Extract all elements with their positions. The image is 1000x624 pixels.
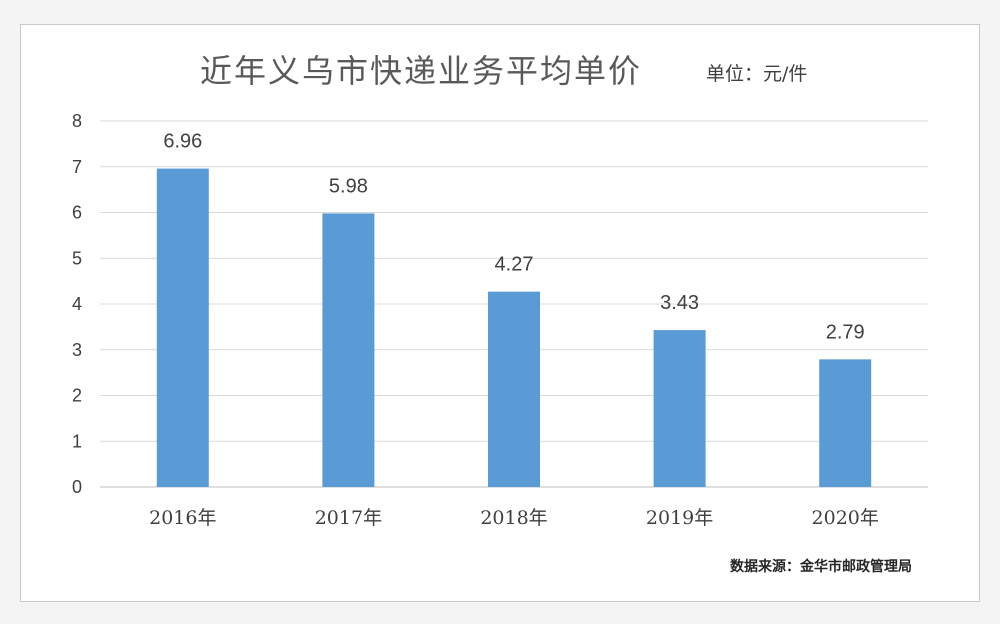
grid-lines xyxy=(100,120,928,488)
y-tick-label: 8 xyxy=(72,111,82,131)
y-tick-label: 5 xyxy=(72,248,82,268)
bars xyxy=(156,168,872,488)
category-label-2: 2018年 xyxy=(480,507,547,529)
bar-3 xyxy=(653,330,706,487)
y-tick-label: 0 xyxy=(72,477,82,497)
y-tick-label: 6 xyxy=(72,203,82,223)
y-tick-label: 4 xyxy=(72,294,82,314)
y-tick-label: 3 xyxy=(72,340,82,360)
y-tick-label: 7 xyxy=(72,157,82,177)
unit-label: 单位：元/件 xyxy=(706,63,807,85)
y-tick-label: 1 xyxy=(72,431,82,451)
bar-0 xyxy=(156,168,209,487)
y-tick-label: 2 xyxy=(72,386,82,406)
category-label-0: 2016年 xyxy=(149,507,216,529)
y-axis-ticks: 0 1 2 3 4 5 6 7 8 xyxy=(72,111,82,497)
category-label-1: 2017年 xyxy=(315,507,382,529)
value-label-2: 4.27 xyxy=(495,254,534,276)
value-label-1: 5.98 xyxy=(329,175,368,197)
bar-1 xyxy=(322,213,375,488)
category-label-4: 2020年 xyxy=(812,507,879,529)
bar-4 xyxy=(819,359,872,487)
x-axis-categories: 2016年 2017年 2018年 2019年 2020年 xyxy=(149,507,879,529)
value-label-4: 2.79 xyxy=(826,321,865,343)
chart-title: 近年义乌市快递业务平均单价 xyxy=(200,52,642,90)
data-source: 数据来源：金华市邮政管理局 xyxy=(730,558,912,575)
value-label-0: 6.96 xyxy=(163,131,202,153)
value-label-3: 3.43 xyxy=(660,292,699,314)
category-label-3: 2019年 xyxy=(646,507,713,529)
bar-2 xyxy=(488,291,540,487)
value-labels: 6.96 5.98 4.27 3.43 2.79 xyxy=(163,131,864,344)
